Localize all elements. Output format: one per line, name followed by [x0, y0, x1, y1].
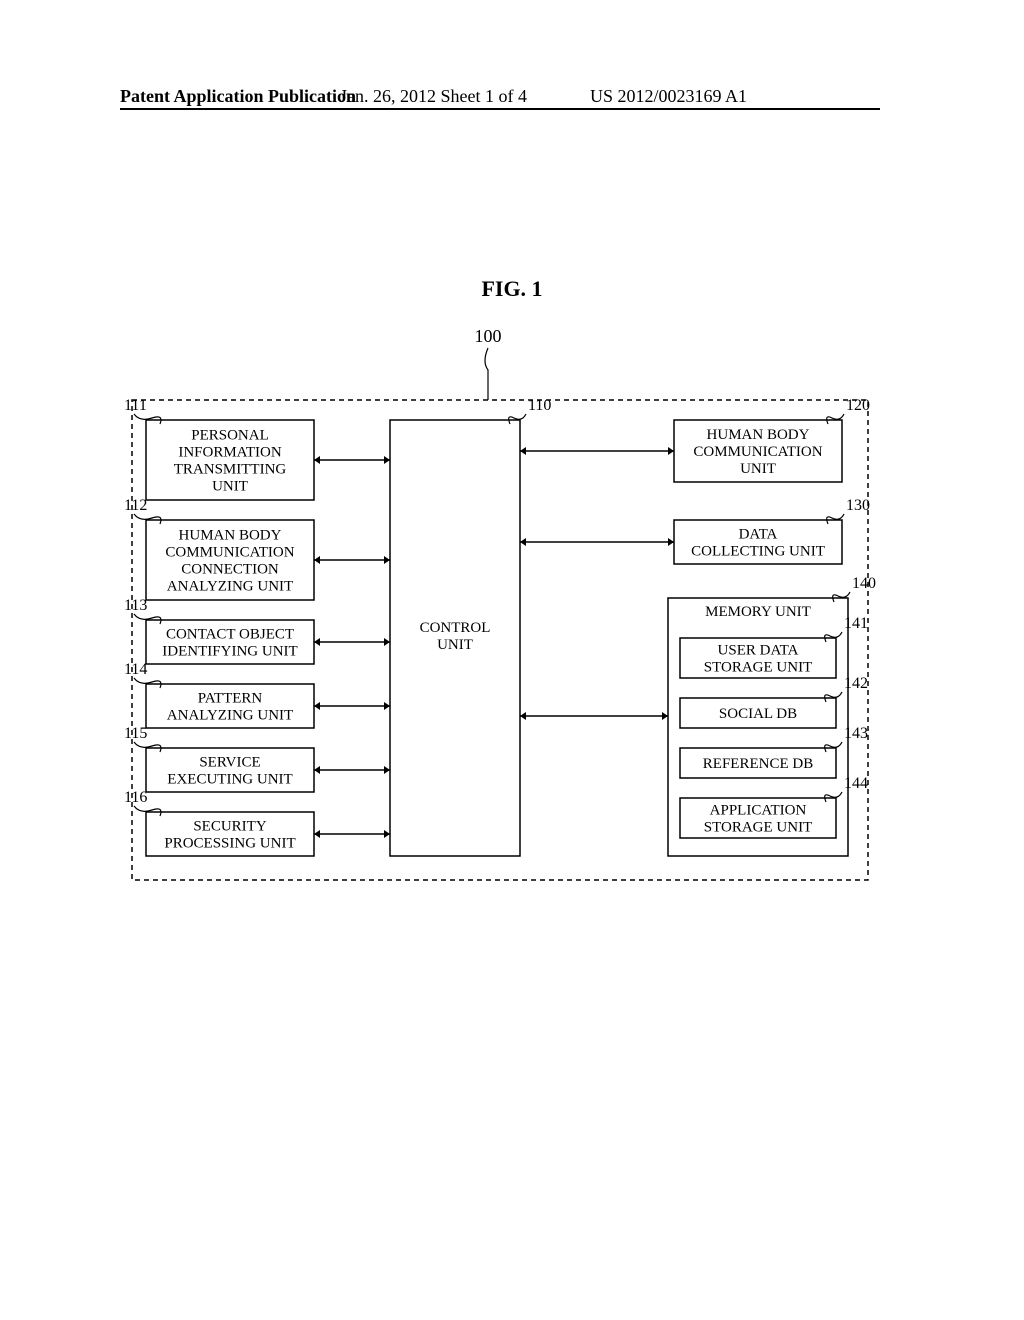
svg-text:SOCIAL DB: SOCIAL DB [719, 706, 797, 722]
svg-text:130: 130 [846, 497, 870, 514]
svg-text:140: 140 [852, 575, 876, 592]
svg-text:CONNECTION: CONNECTION [181, 562, 279, 578]
svg-text:110: 110 [528, 397, 551, 414]
svg-text:SECURITY: SECURITY [193, 819, 267, 835]
svg-text:115: 115 [124, 725, 147, 742]
svg-text:112: 112 [124, 497, 147, 514]
svg-text:COLLECTING UNIT: COLLECTING UNIT [691, 544, 825, 560]
svg-text:116: 116 [124, 789, 147, 806]
svg-text:DATA: DATA [739, 527, 778, 543]
svg-text:STORAGE UNIT: STORAGE UNIT [704, 820, 812, 836]
svg-text:UNIT: UNIT [437, 637, 473, 653]
svg-text:141: 141 [844, 615, 868, 632]
svg-text:IDENTIFYING UNIT: IDENTIFYING UNIT [162, 644, 297, 660]
svg-text:PROCESSING UNIT: PROCESSING UNIT [164, 836, 295, 852]
svg-text:STORAGE UNIT: STORAGE UNIT [704, 660, 812, 676]
svg-text:COMMUNICATION: COMMUNICATION [165, 545, 294, 561]
svg-text:INFORMATION: INFORMATION [178, 445, 282, 461]
header-publication: Patent Application Publication [120, 86, 356, 107]
svg-text:120: 120 [846, 397, 870, 414]
svg-text:142: 142 [844, 675, 868, 692]
block-diagram: 100CONTROLUNIT110PERSONALINFORMATIONTRAN… [120, 320, 880, 900]
svg-text:ANALYZING UNIT: ANALYZING UNIT [167, 708, 293, 724]
header-rule [120, 108, 880, 110]
svg-text:111: 111 [124, 397, 147, 414]
svg-text:REFERENCE DB: REFERENCE DB [703, 756, 813, 772]
svg-text:113: 113 [124, 597, 147, 614]
svg-text:MEMORY UNIT: MEMORY UNIT [705, 604, 811, 620]
svg-text:114: 114 [124, 661, 147, 678]
svg-text:TRANSMITTING: TRANSMITTING [174, 462, 287, 478]
svg-text:PERSONAL: PERSONAL [191, 428, 269, 444]
svg-text:ANALYZING UNIT: ANALYZING UNIT [167, 579, 293, 595]
svg-text:UNIT: UNIT [740, 461, 776, 477]
figure-title: FIG. 1 [0, 276, 1024, 302]
svg-text:COMMUNICATION: COMMUNICATION [693, 444, 822, 460]
svg-text:EXECUTING UNIT: EXECUTING UNIT [167, 772, 292, 788]
svg-text:HUMAN BODY: HUMAN BODY [179, 528, 282, 544]
svg-text:143: 143 [844, 725, 868, 742]
svg-text:SERVICE: SERVICE [199, 755, 260, 771]
svg-text:UNIT: UNIT [212, 479, 248, 495]
svg-text:USER DATA: USER DATA [718, 643, 799, 659]
svg-text:APPLICATION: APPLICATION [710, 803, 807, 819]
svg-text:PATTERN: PATTERN [198, 691, 263, 707]
header-date-sheet: Jan. 26, 2012 Sheet 1 of 4 [340, 86, 527, 107]
header-pub-number: US 2012/0023169 A1 [590, 86, 747, 107]
svg-text:144: 144 [844, 775, 868, 792]
svg-text:CONTROL: CONTROL [420, 620, 491, 636]
svg-text:CONTACT OBJECT: CONTACT OBJECT [166, 627, 294, 643]
svg-text:100: 100 [475, 326, 502, 346]
svg-text:HUMAN BODY: HUMAN BODY [707, 427, 810, 443]
